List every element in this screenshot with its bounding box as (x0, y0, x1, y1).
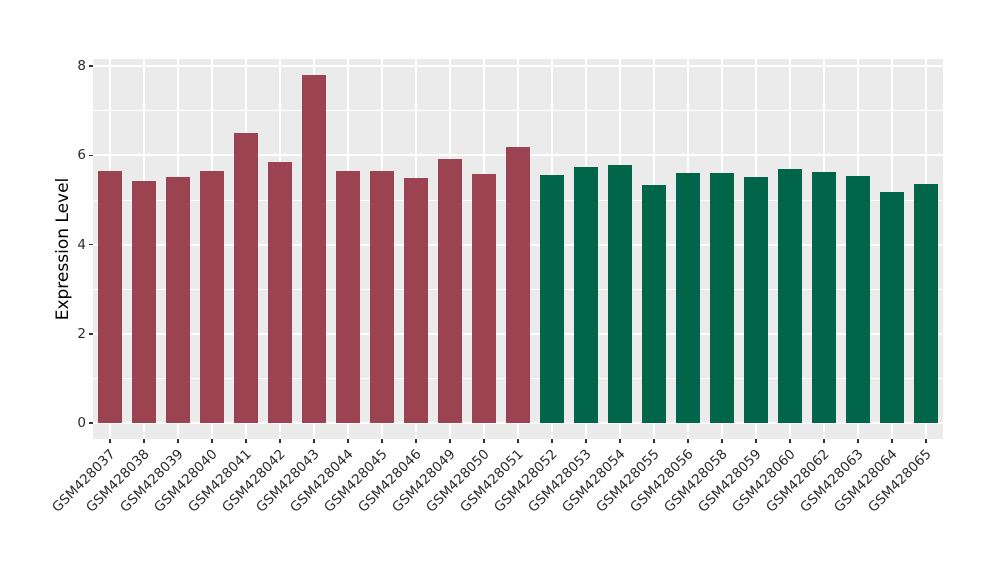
x-tick-mark (177, 439, 179, 443)
x-tick-mark (551, 439, 553, 443)
y-tick-label: 8 (77, 58, 86, 75)
y-tick-label: 4 (77, 236, 86, 253)
x-tick-mark (381, 439, 383, 443)
bar-GSM428055 (642, 185, 666, 423)
y-tick-mark (89, 333, 93, 335)
x-tick-mark (347, 439, 349, 443)
x-tick-mark (891, 439, 893, 443)
bar-GSM428044 (336, 171, 360, 423)
bar-GSM428062 (812, 172, 836, 423)
y-tick-mark (89, 422, 93, 424)
x-tick-mark (789, 439, 791, 443)
bar-GSM428060 (778, 168, 802, 423)
bar-GSM428037 (98, 171, 122, 423)
y-tick-mark (89, 154, 93, 157)
bar-GSM428046 (404, 177, 428, 423)
y-tick-label: 6 (77, 147, 86, 164)
x-tick-mark (449, 439, 451, 443)
y-tick-label: 0 (77, 415, 86, 431)
x-tick-mark (109, 439, 111, 443)
bar-GSM428039 (166, 176, 190, 423)
y-tick-mark (89, 65, 93, 67)
bar-GSM428058 (710, 173, 734, 423)
bar-GSM428038 (132, 181, 156, 423)
x-tick-mark (619, 439, 621, 443)
bar-GSM428050 (472, 174, 496, 423)
bar-GSM428064 (880, 191, 904, 423)
x-tick-mark (143, 439, 145, 443)
x-tick-mark (483, 439, 485, 443)
bar-GSM428053 (574, 166, 598, 423)
bar-GSM428040 (200, 171, 224, 423)
bar-GSM428042 (268, 162, 292, 423)
y-tick-mark (89, 243, 93, 246)
bar-GSM428054 (608, 165, 632, 423)
x-tick-mark (687, 439, 689, 443)
x-tick-mark (245, 439, 247, 443)
y-tick-label: 2 (77, 325, 86, 342)
x-tick-mark (755, 439, 757, 443)
bar-GSM428056 (676, 173, 700, 423)
x-tick-mark (653, 439, 655, 443)
x-tick-mark (211, 439, 213, 443)
bar-GSM428059 (744, 176, 768, 423)
bar-GSM428063 (846, 176, 870, 423)
x-tick-mark (857, 439, 859, 443)
x-tick-mark (313, 439, 315, 443)
x-tick-mark (585, 439, 587, 443)
x-tick-mark (517, 439, 519, 443)
bar-GSM428049 (438, 158, 462, 423)
x-tick-mark (823, 439, 825, 443)
bar-GSM428043 (302, 75, 326, 423)
bar-GSM428065 (914, 183, 938, 423)
bar-GSM428045 (370, 171, 394, 423)
x-tick-mark (925, 439, 927, 443)
bar-GSM428052 (540, 175, 564, 423)
plot-panel (93, 59, 943, 439)
bar-GSM428051 (506, 147, 530, 423)
x-tick-mark (415, 439, 417, 443)
bar-GSM428041 (234, 133, 258, 423)
x-tick-mark (279, 439, 281, 443)
x-tick-mark (721, 439, 723, 443)
